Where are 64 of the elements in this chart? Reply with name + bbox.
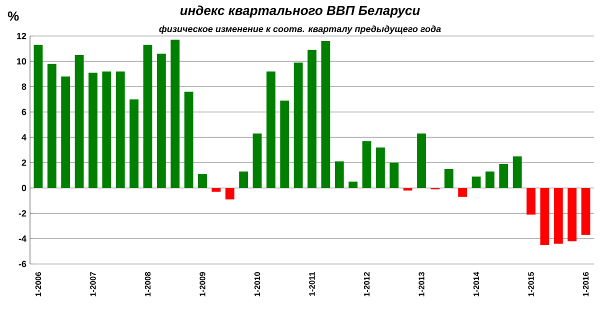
x-tick-label: 1-2007 [90, 272, 96, 296]
x-tick-label: 1-2012 [364, 272, 370, 296]
y-tick-label: 2 [22, 160, 26, 166]
bar [376, 147, 385, 188]
bar [102, 71, 112, 188]
x-tick-label: 1-2014 [473, 272, 480, 296]
y-tick-label: 6 [22, 108, 26, 116]
y-tick-label: 0 [22, 184, 26, 192]
bar [88, 72, 98, 188]
y-tick-label: -2 [18, 210, 26, 216]
bar [74, 54, 84, 188]
bar [170, 40, 180, 188]
bar [184, 92, 194, 188]
bar [417, 134, 426, 188]
bar [444, 168, 454, 188]
bar [362, 141, 372, 188]
bar [308, 50, 316, 188]
y-tick-label: 8 [22, 83, 26, 90]
bar [540, 188, 550, 245]
bar [568, 188, 577, 242]
y-tick-label: 12 [17, 32, 26, 40]
y-tick-label: 4 [22, 134, 26, 140]
bar [130, 99, 138, 188]
bar [212, 188, 221, 192]
bar [472, 176, 481, 188]
bar [581, 188, 590, 235]
bar [390, 162, 399, 188]
bar [239, 172, 248, 188]
x-tick-label: 1-2015 [528, 272, 534, 296]
bar [554, 188, 563, 244]
bar [321, 41, 330, 188]
bar [403, 188, 412, 191]
bar [198, 174, 207, 188]
bar [61, 76, 70, 188]
x-tick-label: 1-2016 [582, 272, 589, 296]
bar [143, 44, 152, 188]
x-tick-label: 1-2010 [254, 272, 260, 296]
bar [458, 188, 468, 197]
x-tick-label: 1-2011 [309, 272, 315, 296]
x-tick-label: 1-2008 [144, 272, 151, 296]
x-tick-label: 1-2006 [35, 272, 42, 296]
bar [225, 188, 234, 200]
y-tick-label: 10 [17, 58, 26, 65]
bar [486, 172, 494, 188]
bar [116, 71, 125, 188]
x-tick-label: 1-2009 [200, 272, 206, 296]
chart-subtitle: физическое изменение к соотв. кварталу предыдущего года [159, 26, 441, 34]
bar [526, 188, 536, 215]
chart-title: индекс квартального ВВП Беларуси [180, 6, 420, 18]
bar [512, 156, 522, 188]
bar [348, 182, 358, 188]
bar [294, 62, 303, 188]
bar [280, 100, 290, 188]
y-axis-title: % [8, 12, 19, 21]
y-tick-label: -6 [18, 260, 26, 268]
bar [34, 44, 43, 188]
x-tick-label: 1-2013 [418, 272, 424, 296]
bar [334, 161, 344, 188]
bar [47, 64, 56, 188]
bar [252, 134, 262, 188]
y-tick-label: -4 [18, 236, 26, 242]
bar [499, 164, 508, 188]
bar [266, 71, 276, 188]
bar [156, 54, 166, 188]
